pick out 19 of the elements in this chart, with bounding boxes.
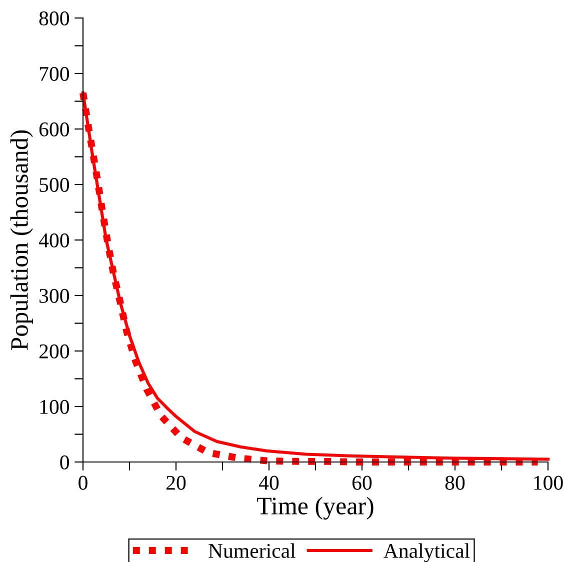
y-tick-label: 400 (38, 233, 70, 248)
x-tick-label: 20 (166, 476, 186, 490)
legend-label: Numerical (208, 543, 296, 558)
y-axis-title: Population (thousand) (10, 130, 33, 350)
y-tick-label: 0 (60, 455, 70, 470)
x-tick-label: 100 (534, 476, 563, 490)
x-tick-label: 60 (352, 476, 372, 490)
x-tick-label: 80 (445, 476, 465, 490)
x-tick-label: 40 (258, 476, 279, 490)
y-tick-label: 700 (40, 66, 70, 81)
x-tick-label: 0 (78, 476, 88, 490)
y-tick-label: 500 (40, 178, 70, 192)
x-axis-title: Time (year) (257, 496, 374, 520)
y-tick-label: 200 (39, 344, 70, 358)
y-tick-label: 300 (40, 288, 70, 303)
y-tick-label: 600 (39, 122, 70, 136)
y-tick-label: 100 (40, 400, 70, 414)
y-tick-label: 800 (39, 11, 70, 26)
legend-label: Analytical (384, 543, 470, 562)
